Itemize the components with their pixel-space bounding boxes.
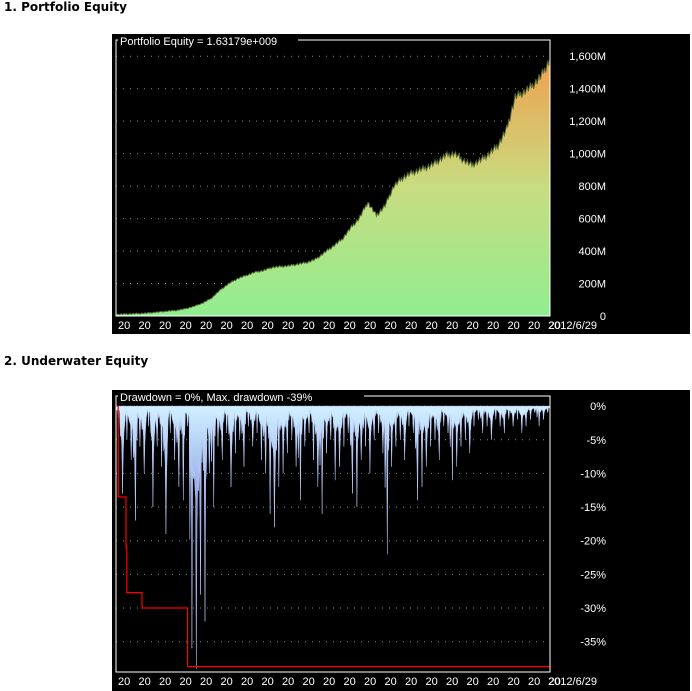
x-tick-label: 20 <box>549 320 561 332</box>
x-tick-label: 20 <box>508 320 520 332</box>
y-tick-label: 0 <box>600 311 606 323</box>
x-tick-label: 20 <box>118 676 130 688</box>
x-tick-label: 20 <box>323 320 335 332</box>
x-tick-label: 20 <box>426 320 438 332</box>
y-tick-label: 800M <box>578 181 606 193</box>
x-tick-label: 20 <box>159 320 171 332</box>
y-tick-label: -10% <box>580 468 606 480</box>
underwater-equity-chart: 0% -5% -10% -15% -20% -25% -30% -35% Drawdown = … <box>112 390 690 691</box>
y-tick-label: 1,000M <box>569 149 606 161</box>
y-tick-label: 0% <box>590 401 606 413</box>
x-tick-label: 20 <box>405 320 417 332</box>
x-tick-label: 20 <box>385 320 397 332</box>
x-tick-label: 20 <box>446 676 458 688</box>
x-tick-label: 20 <box>528 676 540 688</box>
x-last-label: 2012/6/29 <box>548 676 597 688</box>
portfolio-equity-chart: 0 200M 400M 600M 800M 1,000M 1,200M 1,400M 1,600… <box>112 34 690 334</box>
x-tick-label: 20 <box>344 676 356 688</box>
max-drawdown-line <box>116 405 550 668</box>
x-tick-label: 20 <box>139 676 151 688</box>
x-tick-label: 20 <box>487 676 499 688</box>
x-tick-label: 20 <box>118 320 130 332</box>
x-tick-label: 20 <box>262 676 274 688</box>
x-tick-label: 20 <box>221 320 233 332</box>
x-tick-label: 20 <box>405 676 417 688</box>
chart-title: Portfolio Equity = 1.63179e+009 <box>120 36 277 48</box>
y-tick-label: 1,400M <box>569 84 606 96</box>
x-tick-label: 20 <box>508 676 520 688</box>
x-tick-label: 20 <box>549 676 561 688</box>
x-tick-label: 20 <box>467 320 479 332</box>
y-tick-label: -20% <box>580 536 606 548</box>
y-tick-label: -5% <box>586 435 606 447</box>
y-tick-label: -35% <box>580 637 606 649</box>
x-tick-label: 20 <box>364 320 376 332</box>
x-tick-label: 20 <box>282 676 294 688</box>
y-tick-label: -30% <box>580 603 606 615</box>
y-tick-label: 400M <box>578 246 606 258</box>
drawdown-area <box>115 405 551 669</box>
x-tick-label: 20 <box>159 676 171 688</box>
x-tick-label: 20 <box>487 320 499 332</box>
equity-area <box>115 59 551 317</box>
x-tick-label: 20 <box>344 320 356 332</box>
x-tick-label: 20 <box>303 320 315 332</box>
plot-border <box>115 39 551 317</box>
y-tick-label: 1,200M <box>569 116 606 128</box>
y-tick-label: 600M <box>578 214 606 226</box>
x-last-label: 2012/6/29 <box>548 320 597 332</box>
x-tick-label: 20 <box>467 676 479 688</box>
title-box <box>118 391 364 403</box>
x-tick-label: 20 <box>200 320 212 332</box>
x-tick-label: 20 <box>303 676 315 688</box>
x-tick-label: 20 <box>446 320 458 332</box>
title-box <box>118 35 298 47</box>
x-tick-label: 20 <box>262 320 274 332</box>
x-tick-label: 20 <box>528 320 540 332</box>
section-heading-portfolio-equity: 1. Portfolio Equity <box>4 0 127 14</box>
x-tick-label: 20 <box>180 320 192 332</box>
y-tick-label: -15% <box>580 502 606 514</box>
y-tick-label: -25% <box>580 569 606 581</box>
x-tick-label: 20 <box>364 676 376 688</box>
x-tick-label: 20 <box>323 676 335 688</box>
x-tick-label: 20 <box>241 676 253 688</box>
x-tick-label: 20 <box>200 676 212 688</box>
section-heading-underwater-equity: 2. Underwater Equity <box>4 354 149 368</box>
x-tick-label: 20 <box>282 320 294 332</box>
x-tick-label: 20 <box>385 676 397 688</box>
x-tick-label: 20 <box>241 320 253 332</box>
x-tick-label: 20 <box>180 676 192 688</box>
x-tick-label: 20 <box>221 676 233 688</box>
x-tick-label: 20 <box>426 676 438 688</box>
chart-background <box>112 390 690 691</box>
x-tick-label: 20 <box>139 320 151 332</box>
y-tick-label: 1,600M <box>569 51 606 63</box>
chart-title: Drawdown = 0%, Max. drawdown -39% <box>120 392 312 404</box>
y-tick-label: 200M <box>578 279 606 291</box>
